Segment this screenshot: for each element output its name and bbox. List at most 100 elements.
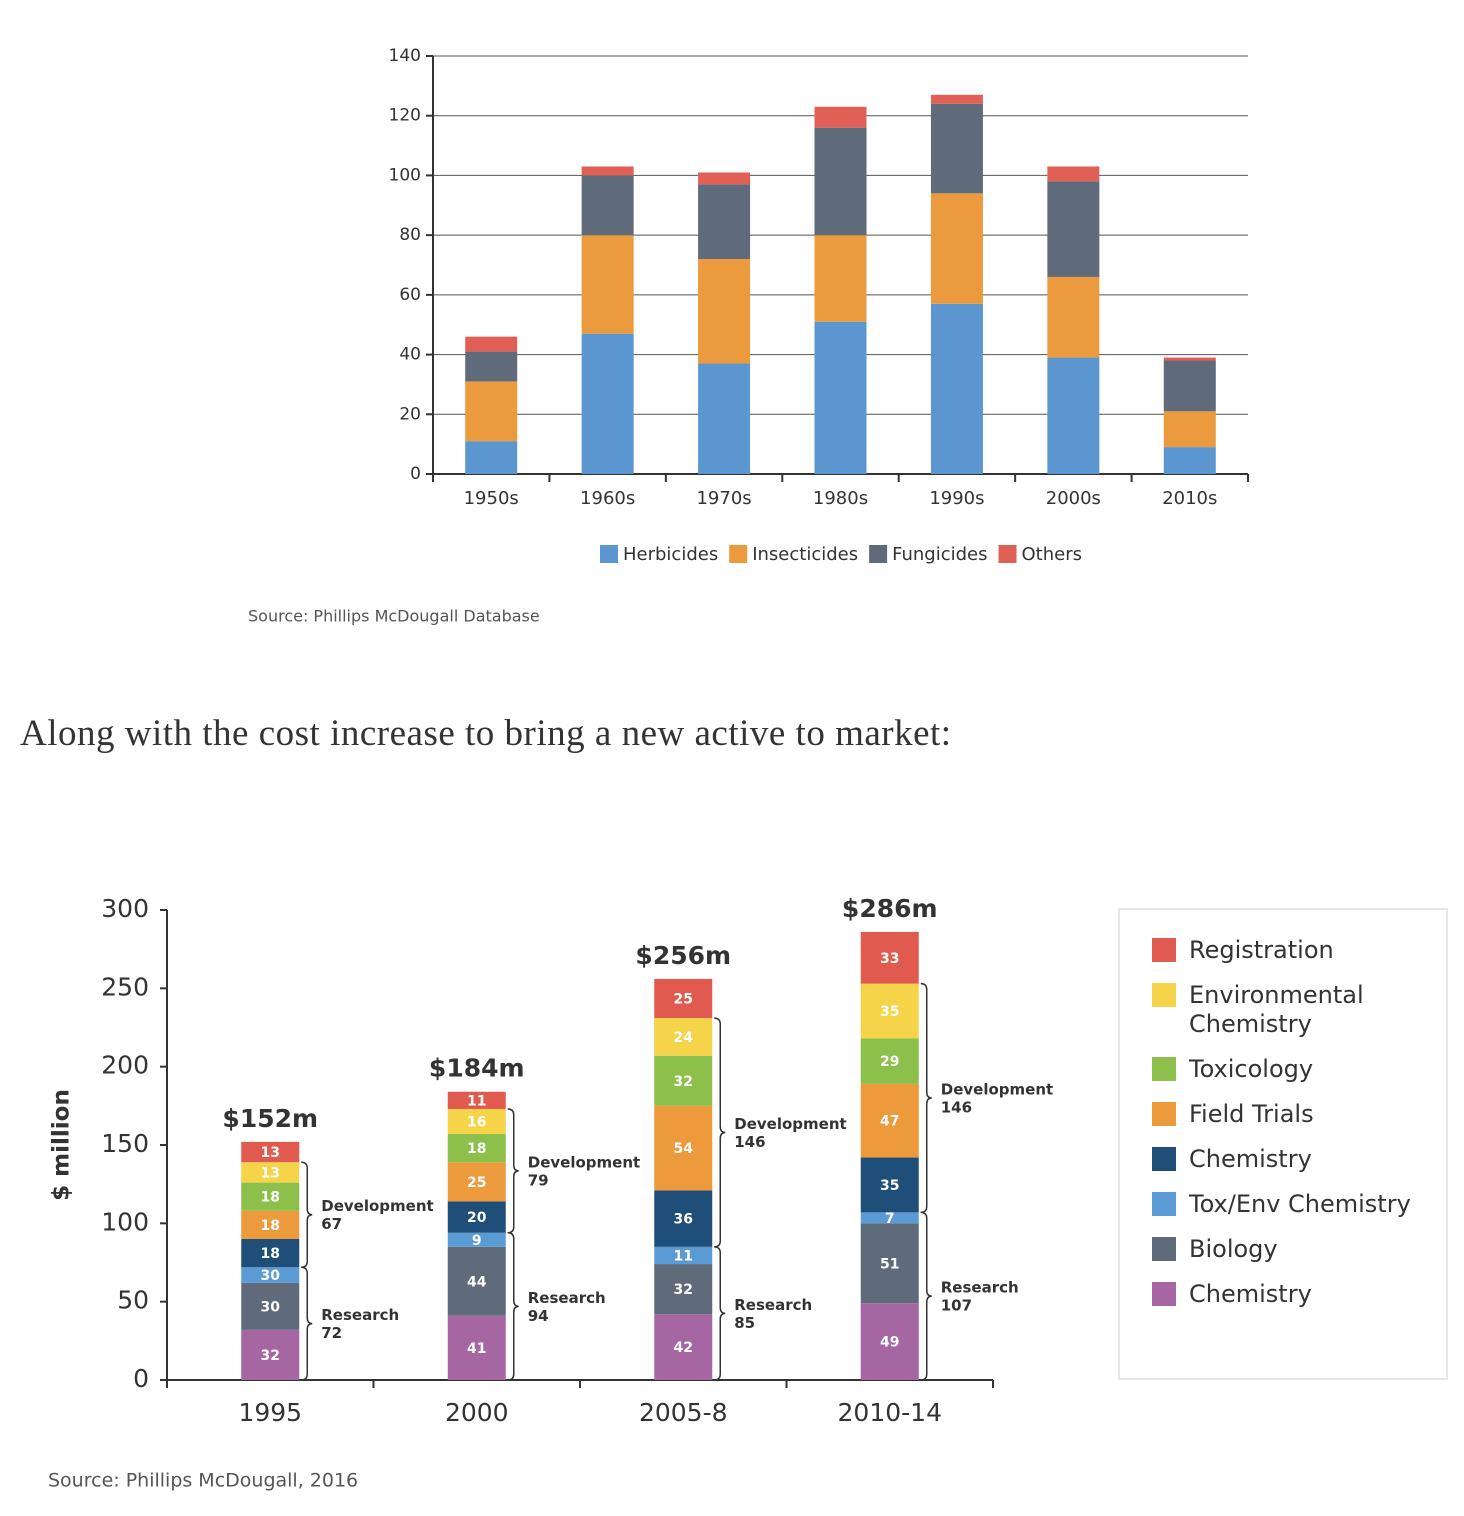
bar-segment: [654, 1314, 713, 1380]
bar-segment: [1047, 357, 1100, 474]
data-label: 9: [472, 1233, 482, 1249]
bar-segment: [860, 1038, 919, 1084]
legend-label: Field Trials: [1189, 1100, 1314, 1128]
legend-item: Tox/Env Chemistry: [1152, 1190, 1446, 1219]
legend-label: Chemistry: [1189, 1145, 1312, 1173]
y-tick-label: 50: [117, 1286, 149, 1315]
data-label: 32: [674, 1074, 693, 1090]
y-tick-label: 100: [101, 1207, 149, 1236]
legend-item: Chemistry: [1152, 1280, 1446, 1309]
data-label: 20: [467, 1210, 487, 1226]
bar-segment: [241, 1182, 300, 1211]
bracket-value: 85: [734, 1314, 755, 1332]
bar-segment: [860, 1303, 919, 1380]
bar-segment: [447, 1232, 506, 1247]
legend: Registration Environmental Chemistry Toxic…: [1118, 908, 1448, 1380]
data-label: 11: [674, 1248, 693, 1264]
legend-swatch: [1152, 1192, 1176, 1216]
bar-segment: [698, 259, 751, 364]
legend-swatch: [1152, 983, 1176, 1007]
x-tick-label: 2010-14: [838, 1398, 942, 1427]
bar-segment: [860, 1223, 919, 1304]
x-tick-label: 2005-8: [639, 1398, 728, 1427]
bar-segment: [241, 1239, 300, 1268]
legend-item: Chemistry: [1152, 1145, 1446, 1174]
data-label: 7: [885, 1211, 895, 1227]
bar-segment: [860, 1157, 919, 1213]
data-label: 32: [674, 1282, 693, 1298]
legend-label: Biology: [1189, 1235, 1278, 1263]
bracket: [714, 1017, 726, 1248]
data-label: 13: [261, 1165, 280, 1181]
legend-swatch: [1152, 1237, 1176, 1261]
bar-segment: [465, 351, 518, 382]
bar-segment: [860, 1083, 919, 1158]
bar-segment: [241, 1162, 300, 1183]
bar-segment: [1047, 276, 1100, 358]
data-label: 32: [261, 1348, 280, 1364]
data-label: 18: [261, 1190, 280, 1206]
total-label: $184m: [429, 1054, 525, 1083]
bracket: [920, 1211, 932, 1381]
bar-segment: [447, 1201, 506, 1233]
bar-segment: [698, 184, 751, 260]
bracket: [714, 1246, 726, 1381]
bar-segment: [814, 127, 867, 236]
legend-swatch: [1152, 1282, 1176, 1306]
total-label: $152m: [222, 1104, 318, 1133]
x-tick-label: 1950s: [464, 488, 519, 509]
legend-item: Biology: [1152, 1235, 1446, 1264]
bar-segment: [465, 336, 518, 352]
bar-segment: [447, 1108, 506, 1135]
bracket: [301, 1266, 313, 1381]
y-tick-label: 0: [410, 464, 421, 484]
bar-segment: [1047, 166, 1100, 182]
legend-label: Chemistry: [1189, 1280, 1312, 1308]
y-tick-label: 40: [399, 345, 421, 365]
y-axis-label: $ million: [49, 1089, 75, 1201]
data-label: 35: [880, 1004, 899, 1020]
legend-item: Registration: [1152, 936, 1446, 965]
data-label: 25: [467, 1175, 486, 1191]
x-tick-label: 1990s: [929, 488, 984, 509]
bar-segment: [581, 333, 634, 474]
bracket-value: 94: [528, 1307, 549, 1325]
y-tick-label: 0: [133, 1364, 149, 1393]
source: Source: Phillips McDougall, 2016: [48, 1470, 358, 1492]
bracket-label: Research: [941, 1279, 1019, 1297]
data-label: 51: [880, 1256, 899, 1272]
data-label: 54: [674, 1141, 694, 1157]
bar-segment: [654, 1055, 713, 1106]
bar-segment: [241, 1329, 300, 1380]
y-tick-label: 300: [101, 894, 149, 923]
data-label: 41: [467, 1341, 486, 1357]
bar-segment: [930, 103, 983, 194]
bracket-value: 79: [528, 1171, 549, 1189]
bar-segment: [814, 106, 867, 128]
bracket: [920, 982, 932, 1214]
bracket-label: Development: [528, 1153, 640, 1171]
data-label: 44: [467, 1274, 487, 1290]
legend-swatch: [729, 545, 748, 563]
y-tick-label: 20: [399, 404, 421, 424]
bar-segment: [1163, 411, 1216, 448]
bar-segment: [581, 166, 634, 176]
legend-swatch: [869, 545, 888, 563]
bar-segment: [654, 1264, 713, 1315]
x-tick-label: 2000: [445, 1398, 509, 1427]
bar-segment: [698, 363, 751, 474]
data-label: 42: [674, 1340, 693, 1356]
legend-swatch: [1152, 1147, 1176, 1171]
data-label: 35: [880, 1178, 899, 1194]
bar-segment: [1163, 447, 1216, 474]
bar-segment: [1163, 360, 1216, 412]
legend-item: Field Trials: [1152, 1100, 1446, 1129]
legend-swatch: [1152, 938, 1176, 962]
legend-label: Fungicides: [892, 544, 987, 565]
x-tick-label: 1960s: [580, 488, 635, 509]
bar-segment: [698, 172, 751, 185]
legend-label: Others: [1022, 544, 1083, 565]
x-tick-label: 1970s: [696, 488, 751, 509]
